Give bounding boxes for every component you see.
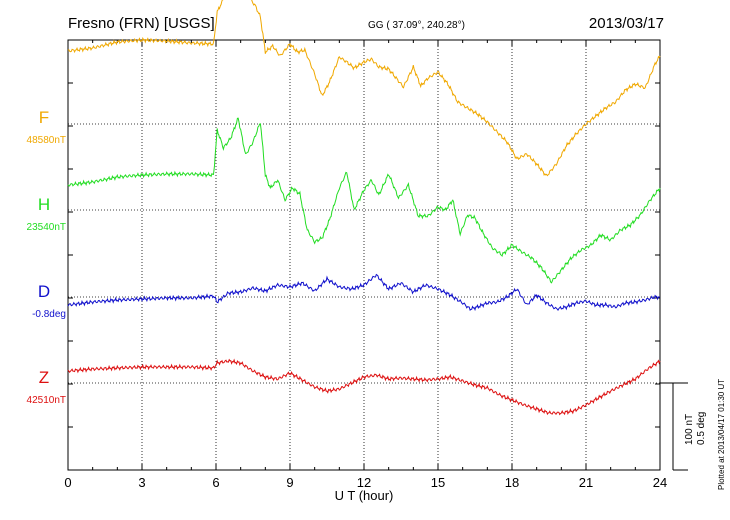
series-baseline-f: 48580nT (27, 135, 66, 146)
station-title: Fresno (FRN) [USGS] (68, 15, 215, 32)
x-tick-label: 21 (579, 475, 593, 490)
x-tick-label: 18 (505, 475, 519, 490)
axis-ticks (67, 40, 661, 470)
series-baseline-z: 42510nT (27, 395, 66, 406)
series-line-d (67, 273, 661, 312)
series-lines (67, 0, 661, 416)
series-labels: F 48580nT H 23540nT D -0.8deg Z 42510nT (27, 108, 66, 406)
x-tick-label: 9 (286, 475, 293, 490)
series-baseline-d: -0.8deg (32, 309, 66, 320)
plot-frame (67, 39, 661, 471)
series-name-h: H (38, 195, 50, 214)
plotted-note: Plotted at 2013/04/17 01:30 UT (717, 379, 726, 490)
series-name-f: F (39, 108, 49, 127)
x-axis-label: U T (hour) (335, 488, 394, 503)
x-tick-label: 12 (357, 475, 371, 490)
x-tick-label: 15 (431, 475, 445, 490)
series-name-d: D (38, 282, 50, 301)
x-tick-label: 3 (138, 475, 145, 490)
x-tick-labels: 0 3 6 9 12 15 18 21 24 (64, 475, 667, 490)
series-line-z (67, 358, 661, 416)
scale-bar: 100 nT 0.5 deg (660, 382, 707, 471)
series-name-z: Z (39, 368, 49, 387)
series-line-h (67, 117, 661, 284)
scale-label-nt: 100 nT (684, 414, 695, 445)
grid (68, 40, 660, 470)
x-tick-label: 24 (653, 475, 667, 490)
x-tick-label: 0 (64, 475, 71, 490)
coords-label: GG ( 37.09°, 240.28°) (368, 20, 465, 31)
x-tick-label: 6 (212, 475, 219, 490)
date-label: 2013/03/17 (589, 15, 664, 32)
series-line-f (67, 0, 661, 177)
series-baseline-h: 23540nT (27, 222, 66, 233)
scale-label-deg: 0.5 deg (696, 412, 707, 445)
